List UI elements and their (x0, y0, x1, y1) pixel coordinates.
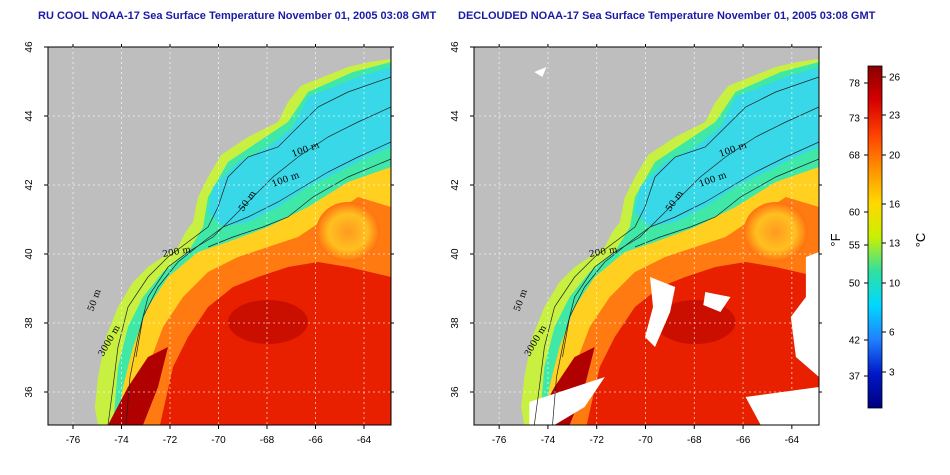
longitude-tick-label: -76 (66, 435, 81, 446)
longitude-tick-label: -64 (357, 435, 372, 446)
celsius-tick-label: 16 (889, 200, 901, 211)
depth-contour (207, 158, 391, 248)
gulf-stream-meander (228, 300, 308, 344)
celsius-tick-label: 26 (889, 73, 901, 84)
map-frame (47, 46, 392, 426)
fahrenheit-tick-label: 42 (849, 336, 861, 347)
latitude-tick-label: 36 (24, 386, 35, 398)
longitude-tick-label: -72 (163, 435, 178, 446)
latitude-tick-label: 44 (450, 110, 461, 122)
latitude-tick-label: 38 (450, 317, 461, 329)
colorbar-gradient (867, 65, 883, 409)
coastline-land (48, 47, 391, 425)
cloud-mask (534, 67, 547, 77)
latitude-tick-label: 44 (24, 110, 35, 122)
latitude-tick-label: 40 (450, 248, 461, 260)
depth-contour (562, 141, 819, 358)
hot-core (108, 347, 168, 425)
fahrenheit-tick-label: 60 (849, 208, 861, 219)
longitude-tick-label: -66 (308, 435, 323, 446)
celsius-tick-label: 3 (889, 368, 895, 379)
right-panel-title: DECLOUDED NOAA-17 Sea Surface Temperatur… (458, 10, 876, 22)
celsius-tick-label: 6 (889, 328, 895, 339)
fahrenheit-tick-label: 78 (849, 79, 861, 90)
latitude-tick-label: 46 (24, 41, 35, 53)
cold-shelf-water (208, 67, 391, 227)
fahrenheit-axis-label: °F (828, 233, 843, 246)
celsius-tick-label: 13 (889, 239, 901, 250)
cold-shelf-water (634, 67, 819, 227)
longitude-tick-label: -66 (736, 435, 751, 446)
depth-contour (135, 141, 391, 358)
latitude-tick-label: 42 (24, 179, 35, 191)
longitude-tick-label: -68 (260, 435, 275, 446)
celsius-tick-label: 23 (889, 111, 901, 122)
longitude-tick-label: -72 (589, 435, 604, 446)
map-area (474, 47, 819, 425)
cloud-mask (645, 277, 676, 347)
warm-core-eddy (743, 202, 808, 262)
fahrenheit-tick-label: 37 (849, 372, 861, 383)
map-area (48, 47, 391, 425)
fahrenheit-tick-label: 55 (849, 241, 861, 252)
celsius-axis-label: °C (913, 233, 928, 248)
cloud-mask (790, 252, 819, 377)
longitude-tick-label: -74 (541, 435, 556, 446)
celsius-tick-label: 10 (889, 279, 901, 290)
depth-contour (634, 158, 819, 248)
warm-core-eddy (316, 202, 380, 262)
longitude-tick-label: -64 (785, 435, 800, 446)
temperature-colorbar: 78 73 68 60 55 50 42 37 26 23 20 16 13 10 6 3 °F °C (828, 65, 928, 409)
fahrenheit-tick-label: 68 (849, 151, 861, 162)
cloud-mask (745, 387, 819, 425)
longitude-tick-label: -70 (211, 435, 226, 446)
gulf-stream-meander (655, 300, 736, 344)
fahrenheit-tick-label: 73 (849, 114, 861, 125)
celsius-tick-label: 20 (889, 151, 901, 162)
longitude-tick-label: -70 (638, 435, 653, 446)
latitude-tick-label: 36 (450, 386, 461, 398)
latitude-tick-label: 40 (24, 248, 35, 260)
longitude-tick-label: -68 (687, 435, 702, 446)
cloud-mask (703, 292, 731, 312)
fahrenheit-tick-label: 50 (849, 279, 861, 290)
latitude-tick-label: 38 (24, 317, 35, 329)
latitude-tick-label: 46 (450, 41, 461, 53)
contour-label: 200 m (162, 245, 192, 260)
longitude-tick-label: -76 (492, 435, 507, 446)
depth-contour (533, 76, 819, 425)
depth-contour (107, 76, 391, 425)
map-frame (473, 46, 820, 426)
coastline-land (474, 47, 819, 425)
latitude-tick-label: 42 (450, 179, 461, 191)
left-panel-title: RU COOL NOAA-17 Sea Surface Temperature … (38, 10, 437, 22)
contour-label: 200 m (588, 245, 618, 260)
longitude-tick-label: -74 (114, 435, 129, 446)
